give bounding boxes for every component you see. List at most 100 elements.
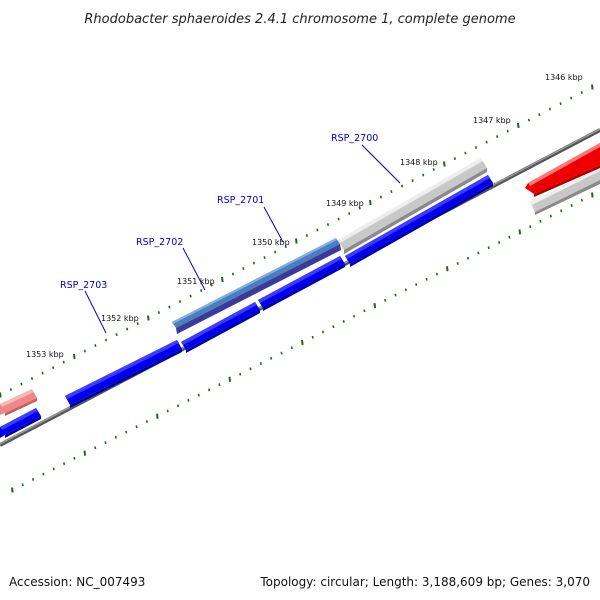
ruler-tick: [321, 330, 325, 334]
ruler-tick: [239, 372, 242, 376]
ruler-tick: [259, 362, 262, 365]
ruler-tick: [580, 91, 583, 94]
ruler-tick: [342, 320, 345, 323]
ruler-tick: [432, 168, 435, 171]
gene-arrow-rsp2700[interactable]: [345, 175, 493, 267]
ruler-tick: [379, 195, 382, 199]
ruler-tick: [249, 367, 252, 371]
ruler-tick: [231, 272, 234, 276]
ruler-tick: [539, 219, 542, 223]
ruler-tick: [363, 309, 366, 313]
ruler-tick: [466, 256, 470, 260]
ruler-tick: [529, 225, 532, 229]
ruler-tick: [496, 135, 499, 138]
ruler-tick: [404, 288, 407, 292]
ruler-tick: [178, 300, 182, 303]
ruler-tick: [358, 206, 361, 210]
outer-ruler-ticks: [0, 84, 594, 398]
ruler-tick: [301, 339, 304, 346]
ruler-tick: [52, 366, 55, 369]
ruler-tick: [570, 204, 573, 207]
ruler-tick: [135, 425, 138, 429]
ruler-tick: [517, 122, 520, 129]
ruler-tick: [527, 118, 530, 122]
ruler-tick: [295, 238, 298, 244]
ruler-tick: [21, 483, 24, 487]
gene-arrow-rsp2703[interactable]: [65, 340, 182, 408]
ruler-tick: [443, 161, 446, 167]
ruler-tick: [560, 209, 563, 213]
ruler-tick: [63, 462, 66, 466]
ruler-tick: [94, 446, 97, 450]
ruler-tick: [221, 276, 224, 283]
ruler-tick: [157, 311, 160, 314]
ruler-tick: [506, 129, 509, 133]
ruler-tick: [145, 420, 148, 423]
ruler-tick: [485, 140, 488, 144]
ruler-label-1346: 1346 kbp: [545, 73, 583, 82]
feature-steel-rsp2702[interactable]: [172, 238, 341, 334]
ruler-tick: [189, 294, 192, 298]
ruler-tick: [453, 157, 456, 160]
ruler-tick: [83, 450, 87, 456]
gene-arrow-rsp2701[interactable]: [258, 256, 345, 311]
ruler-tick: [570, 96, 573, 100]
ruler-tick: [373, 302, 377, 309]
ruler-tick: [218, 383, 221, 387]
gene-arrow-left[interactable]: [0, 408, 41, 438]
gene-label-rsp2703[interactable]: RSP_2703: [60, 280, 107, 291]
gene-arrow-rsp2702[interactable]: [181, 302, 260, 353]
ruler-tick: [384, 298, 387, 302]
ruler-tick: [166, 409, 169, 413]
ruler-tick: [415, 283, 418, 286]
ruler-tick: [20, 382, 23, 386]
ruler-tick: [208, 388, 211, 392]
ruler-tick: [168, 305, 171, 309]
ruler-tick: [187, 399, 190, 402]
ruler-label-1352: 1352 kbp: [101, 314, 139, 323]
ruler-tick: [197, 393, 200, 397]
ruler-tick: [422, 173, 425, 177]
ruler-tick: [435, 272, 438, 276]
ruler-tick: [104, 338, 108, 342]
ruler-tick: [280, 351, 283, 355]
ruler-tick: [353, 314, 356, 318]
ruler-tick: [456, 262, 459, 265]
feature-pink-left[interactable]: [0, 389, 37, 416]
ruler-tick: [73, 456, 76, 460]
ruler-tick: [210, 283, 213, 287]
ruler-tick: [83, 349, 86, 353]
gene-label-rsp2700[interactable]: RSP_2700: [331, 133, 378, 144]
ruler-tick: [30, 377, 34, 380]
ruler-tick: [394, 293, 397, 297]
ruler-tick: [114, 435, 117, 439]
ruler-tick: [400, 184, 404, 188]
ruler-label-1349: 1349 kbp: [326, 199, 364, 208]
ruler-label-1347: 1347 kbp: [473, 116, 511, 125]
ruler-label-1351: 1351 kbp: [177, 277, 215, 286]
ruler-tick: [326, 223, 330, 226]
ruler-tick: [591, 84, 594, 90]
ruler-tick: [474, 146, 478, 149]
feature-grey-rsp2700[interactable]: [338, 158, 487, 254]
ruler-tick: [62, 360, 65, 364]
gene-label-rsp2702[interactable]: RSP_2702: [136, 237, 183, 248]
ruler-tick: [425, 277, 428, 281]
ruler-tick: [9, 388, 12, 391]
inner-ruler-ticks: [11, 192, 594, 493]
ruler-tick: [274, 250, 277, 254]
accession-label: Accession: NC_007493: [9, 575, 145, 589]
ruler-tick: [228, 376, 232, 383]
ruler-tick: [348, 212, 351, 215]
ruler-tick: [446, 266, 449, 272]
feature-grey-right[interactable]: [530, 168, 600, 215]
ruler-tick: [305, 234, 308, 237]
ruler-tick: [0, 392, 2, 398]
ruler-tick: [477, 251, 480, 255]
gene-label-rsp2701[interactable]: RSP_2701: [217, 195, 264, 206]
ruler-tick: [538, 113, 541, 116]
ruler-tick: [176, 404, 180, 408]
ruler-tick: [270, 356, 273, 360]
feature-red-right[interactable]: [525, 143, 600, 197]
